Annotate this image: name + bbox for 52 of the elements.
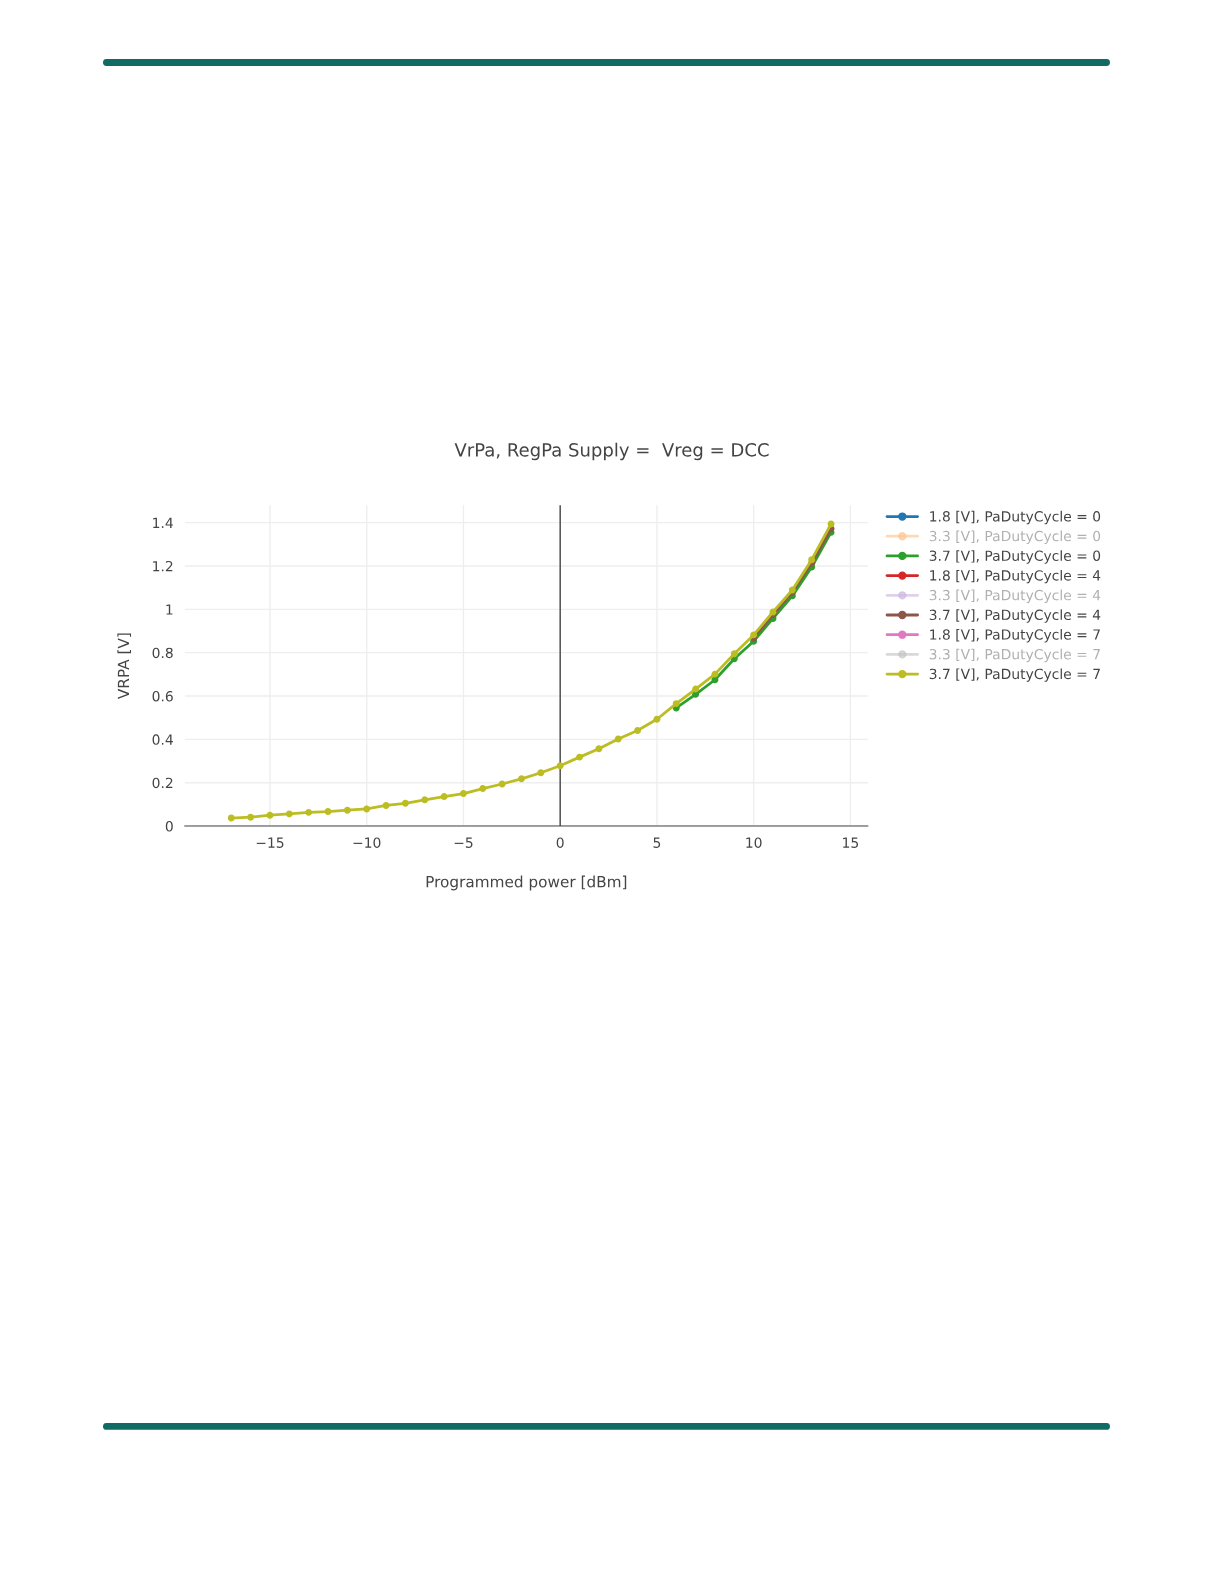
legend-label: 3.3 [V], PaDutyCycle = 4: [929, 589, 1101, 604]
point: [440, 793, 448, 801]
y-tick-label: 0.2: [152, 777, 173, 789]
point: [537, 769, 545, 777]
point: [382, 801, 390, 809]
legend-label: 1.8 [V], PaDutyCycle = 4: [930, 569, 1101, 584]
point: [672, 700, 680, 708]
point: [343, 806, 351, 814]
point: [730, 650, 738, 658]
y-tick-label: 0: [165, 821, 173, 832]
legend-label: 1.8 [V], PaDutyCycle = 7: [930, 629, 1100, 643]
x-tick-label: −5: [454, 837, 473, 848]
x-tick-label: 5: [653, 837, 661, 848]
y-tick-label: 1: [166, 604, 173, 615]
chart-title: VrPa, RegPa Supply = Vreg = DCC: [454, 442, 769, 461]
x-axis-title: Programmed power [dBm]: [426, 875, 627, 891]
point: [266, 811, 274, 819]
point: [518, 775, 525, 783]
x-tick-label: −15: [256, 837, 284, 848]
y-tick-label: 0.4: [152, 734, 173, 745]
point: [363, 805, 371, 813]
point: [324, 808, 332, 816]
point: [285, 810, 293, 818]
point: [459, 790, 467, 798]
point: [401, 799, 409, 807]
point: [614, 735, 622, 743]
point: [227, 814, 235, 822]
point: [653, 715, 661, 723]
y-tick-label: 0.8: [152, 647, 173, 659]
y-tick-label: 1.2: [153, 560, 173, 572]
legend-label: 3.3 [V], PaDutyCycle = 7: [929, 648, 1100, 663]
y-tick-label: 1.4: [153, 517, 173, 528]
point: [595, 745, 603, 753]
x-tick-label: −10: [353, 837, 381, 848]
legend-label: 3.7 [V], PaDutyCycle = 7: [929, 668, 1100, 682]
y-axis-title: VRPA [V]: [117, 633, 132, 700]
point: [305, 808, 313, 816]
point: [556, 762, 564, 770]
legend-label: 3.7 [V], PaDutyCycle = 4: [929, 609, 1101, 623]
point: [692, 685, 700, 693]
x-tick-label: 10: [746, 837, 762, 848]
point: [576, 753, 583, 761]
point: [247, 813, 255, 821]
point: [479, 785, 487, 793]
x-tick-label: 0: [556, 837, 564, 848]
x-tick-label: 15: [843, 837, 859, 848]
point: [634, 727, 642, 734]
legend-label: 1.8 [V], PaDutyCycle = 0: [930, 510, 1101, 525]
legend-label: 3.7 [V], PaDutyCycle = 0: [929, 550, 1101, 564]
legend-label: 3.3 [V], PaDutyCycle = 0: [929, 530, 1101, 544]
y-tick-label: 0.6: [152, 690, 173, 702]
point: [421, 796, 429, 804]
